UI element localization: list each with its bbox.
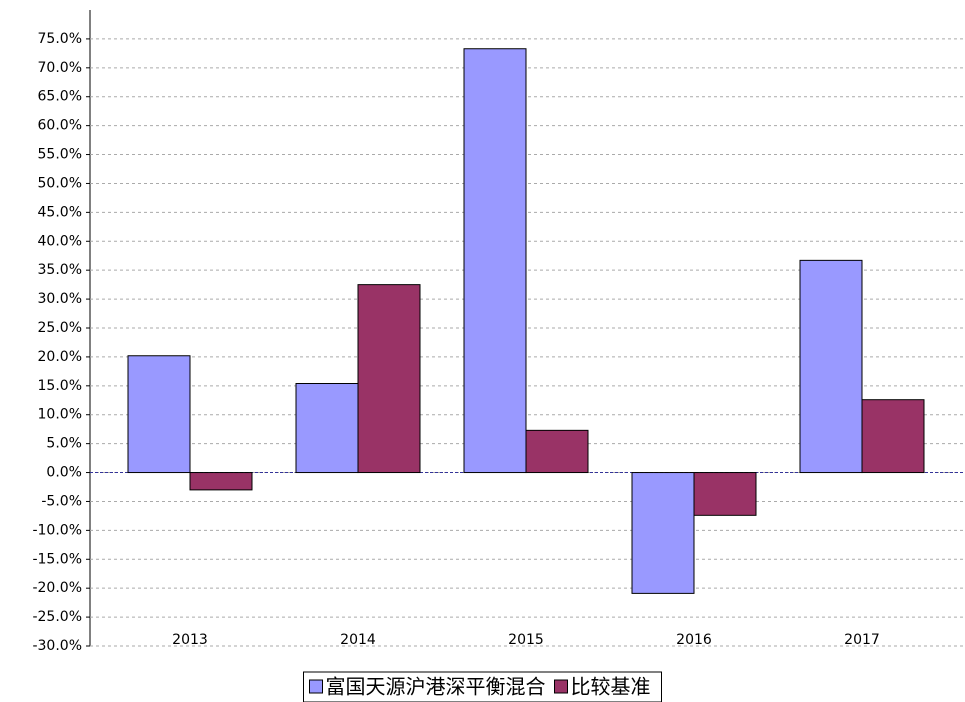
legend-swatch xyxy=(309,679,323,694)
y-tick-label: 40.0% xyxy=(38,233,82,249)
y-tick-label: 60.0% xyxy=(38,118,82,134)
y-tick-label: 35.0% xyxy=(38,262,82,278)
y-tick-label: 50.0% xyxy=(38,175,82,191)
bar xyxy=(525,429,589,474)
y-tick-label: -25.0% xyxy=(32,609,82,625)
bar xyxy=(799,259,863,474)
y-tick-label: 20.0% xyxy=(38,349,82,365)
y-tick-label: 10.0% xyxy=(38,407,82,423)
y-tick-label: 0.0% xyxy=(46,465,82,481)
bar xyxy=(127,355,191,474)
y-tick-label: -30.0% xyxy=(32,638,82,654)
y-tick-label: 25.0% xyxy=(38,320,82,336)
y-tick-label: -20.0% xyxy=(32,580,82,596)
x-tick-label: 2017 xyxy=(844,632,880,648)
bar xyxy=(295,383,359,474)
x-tick-label: 2013 xyxy=(172,632,208,648)
bar xyxy=(693,472,757,516)
bar xyxy=(631,472,695,594)
y-tick-label: 55.0% xyxy=(38,147,82,163)
bar xyxy=(463,48,527,474)
y-tick-label: 75.0% xyxy=(38,31,82,47)
y-tick-label: -5.0% xyxy=(41,493,82,509)
y-tick-label: -15.0% xyxy=(32,551,82,567)
legend-label: 比较基准 xyxy=(571,675,651,699)
bar xyxy=(357,284,421,474)
bar xyxy=(861,399,925,474)
y-tick-label: 45.0% xyxy=(38,204,82,220)
x-tick-label: 2016 xyxy=(676,632,712,648)
legend: 富国天源沪港深平衡混合 比较基准 xyxy=(303,671,662,702)
x-tick-label: 2014 xyxy=(340,632,376,648)
legend-swatch xyxy=(554,679,568,694)
y-tick-label: 5.0% xyxy=(46,436,82,452)
y-tick-label: 30.0% xyxy=(38,291,82,307)
y-tick-label: 65.0% xyxy=(38,89,82,105)
bar xyxy=(189,472,253,491)
legend-label: 富国天源沪港深平衡混合 xyxy=(326,675,546,699)
x-tick-label: 2015 xyxy=(508,632,544,648)
y-tick-label: -10.0% xyxy=(32,522,82,538)
y-tick-label: 70.0% xyxy=(38,60,82,76)
legend-box xyxy=(303,671,662,702)
y-tick-label: 15.0% xyxy=(38,378,82,394)
